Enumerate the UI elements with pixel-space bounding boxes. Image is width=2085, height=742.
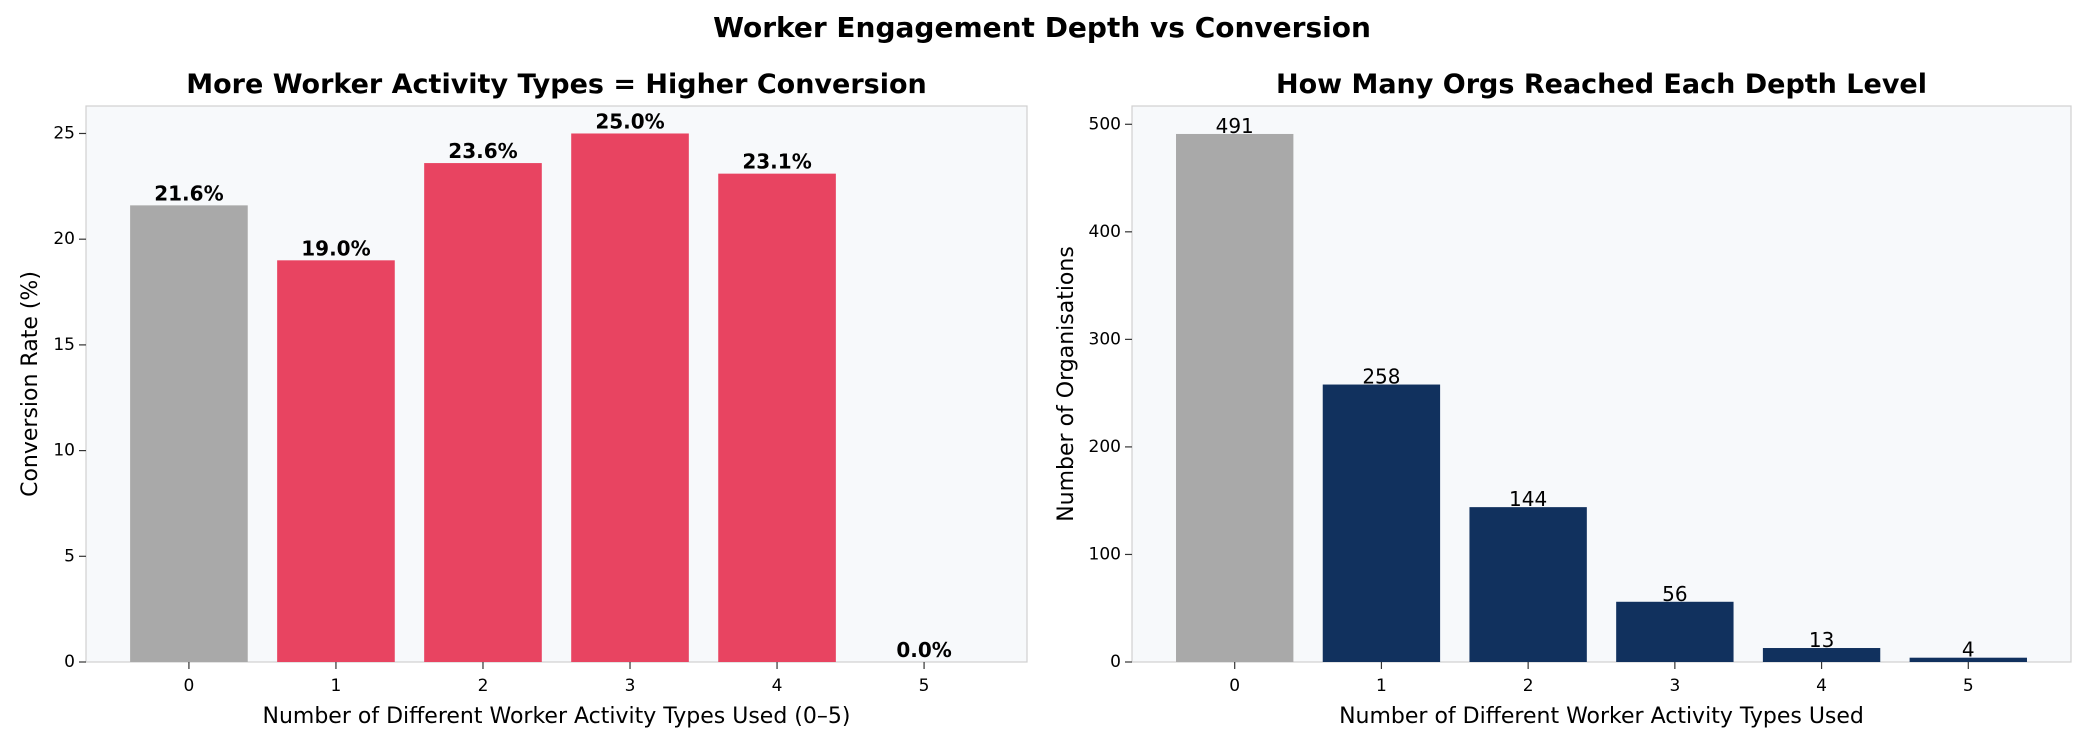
y-tick-label: 20 (53, 229, 75, 249)
x-tick-label: 5 (1963, 676, 1974, 696)
x-tick-label: 5 (919, 676, 930, 696)
org-count-chart: How Many Orgs Reached Each Depth Level N… (1054, 69, 2072, 729)
data-label: 25.0% (595, 109, 664, 133)
bar (277, 260, 395, 662)
data-label: 19.0% (301, 236, 370, 260)
y-tick-label: 200 (1089, 437, 1121, 457)
x-tick-label: 4 (1816, 676, 1827, 696)
y-tick-label: 100 (1089, 544, 1121, 564)
data-label: 21.6% (154, 181, 223, 205)
y-tick-label: 0 (64, 652, 75, 672)
bar (571, 133, 689, 662)
data-label: 0.0% (896, 638, 951, 662)
data-label: 144 (1509, 487, 1547, 511)
y-tick-label: 15 (53, 335, 75, 355)
data-label: 4 (1962, 638, 1975, 662)
x-tick-label: 0 (1229, 676, 1240, 696)
bar (1469, 507, 1587, 662)
x-tick-label: 3 (1669, 676, 1680, 696)
data-label: 258 (1362, 365, 1400, 389)
data-label: 491 (1216, 114, 1254, 138)
bars: 0 100 200 300 400 500 0 491 1 258 2 144 3 56 4 13 5 4 (1089, 114, 2027, 696)
bar (1616, 601, 1734, 662)
bar (718, 173, 836, 662)
y-tick-label: 400 (1089, 222, 1121, 242)
chart-title: More Worker Activity Types = Higher Conv… (186, 69, 927, 100)
y-tick-label: 500 (1089, 114, 1121, 134)
data-label: 13 (1809, 628, 1834, 652)
y-tick-label: 0 (1110, 652, 1121, 672)
data-label: 56 (1662, 582, 1687, 606)
x-tick-label: 0 (184, 676, 195, 696)
y-axis-label: Conversion Rate (%) (18, 271, 43, 497)
x-tick-label: 2 (478, 676, 489, 696)
bars: 0 5 10 15 20 25 0 21.6% 1 19.0% 2 23.6% 3 25.0% 4 23.1%… (53, 109, 951, 696)
y-tick-label: 300 (1089, 329, 1121, 349)
bar (130, 205, 248, 663)
x-axis-label: Number of Different Worker Activity Type… (263, 704, 851, 729)
x-tick-label: 1 (331, 676, 342, 696)
x-tick-label: 3 (625, 676, 636, 696)
x-tick-label: 1 (1376, 676, 1387, 696)
y-tick-label: 10 (53, 441, 75, 461)
data-label: 23.1% (742, 150, 811, 174)
figure-title: Worker Engagement Depth vs Conversion (713, 11, 1371, 44)
bar (1176, 133, 1294, 663)
y-axis-label: Number of Organisations (1054, 246, 1079, 522)
x-tick-label: 4 (772, 676, 783, 696)
bar (1322, 384, 1441, 662)
y-tick-label: 25 (53, 123, 75, 143)
chart-title: How Many Orgs Reached Each Depth Level (1276, 69, 1927, 100)
bar (1909, 657, 2027, 662)
data-label: 23.6% (448, 139, 517, 163)
conversion-rate-chart: More Worker Activity Types = Higher Conv… (18, 69, 1028, 729)
y-tick-label: 5 (64, 546, 75, 566)
bar (1762, 648, 1881, 662)
bar (424, 163, 542, 663)
x-axis-label: Number of Different Worker Activity Type… (1339, 704, 1864, 729)
x-tick-label: 2 (1523, 676, 1534, 696)
